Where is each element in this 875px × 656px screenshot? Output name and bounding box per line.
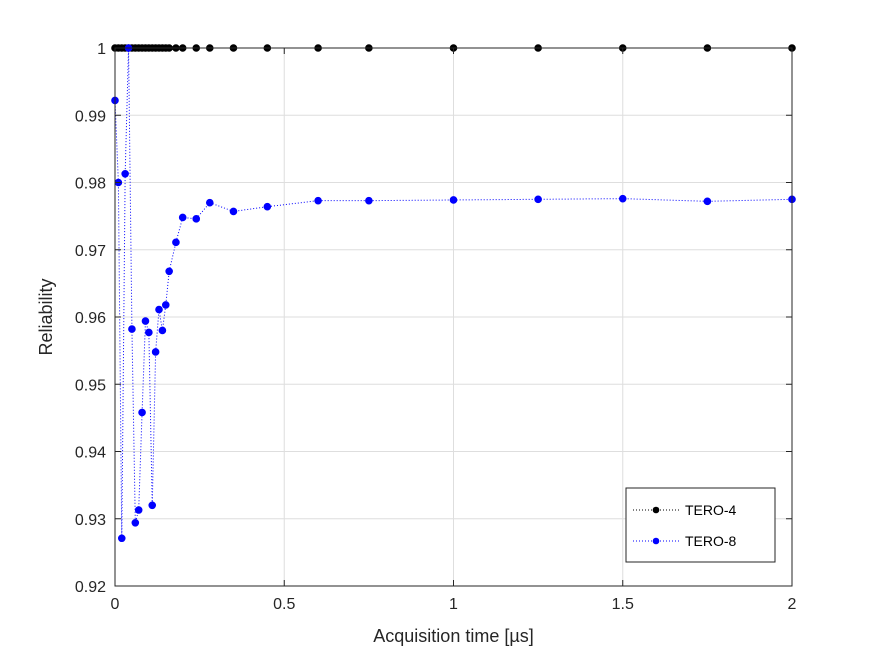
legend-label: TERO-4: [685, 502, 737, 518]
x-tick-label: 1.5: [612, 596, 634, 613]
x-tick-label: 2: [788, 596, 797, 613]
data-point: [618, 194, 627, 203]
y-tick-label: 0.98: [75, 176, 106, 193]
y-tick-label: 0.95: [75, 377, 106, 394]
data-point: [134, 506, 143, 514]
legend: TERO-4 TERO-8: [625, 487, 776, 563]
data-point: [148, 501, 157, 510]
y-tick-label: 0.97: [75, 243, 106, 260]
legend-marker: [652, 537, 660, 545]
data-point: [229, 207, 238, 216]
legend-box: [625, 487, 776, 563]
y-tick-label: 0.94: [75, 445, 106, 462]
x-tick-label: 0.5: [273, 596, 295, 613]
data-point: [141, 317, 150, 325]
data-point: [161, 301, 170, 309]
data-point: [138, 408, 146, 417]
data-point: [155, 305, 163, 314]
legend-label: TERO-8: [685, 533, 737, 549]
data-point: [449, 196, 458, 204]
data-point: [703, 197, 712, 206]
data-point: [128, 325, 136, 333]
data-point: [192, 215, 201, 223]
data-point: [314, 196, 322, 205]
data-point: [165, 267, 173, 276]
data-point: [205, 198, 214, 207]
legend-entry: TERO-8: [633, 533, 737, 549]
legend-entry: TERO-4: [633, 502, 737, 518]
y-tick-label: 0.93: [75, 512, 106, 529]
data-point: [534, 195, 542, 204]
x-tick-label: 0: [111, 596, 120, 613]
y-tick-label: 0.96: [75, 310, 106, 327]
y-axis-label: Reliability: [36, 278, 56, 355]
data-point: [158, 326, 167, 335]
data-point: [365, 196, 373, 205]
data-point: [178, 213, 187, 222]
y-tick-label: 0.99: [75, 108, 106, 125]
y-tick-label: 1: [97, 41, 106, 58]
ticks: 0 0.5 1 1.5 2 0.92 0.93 0.94 0.95 0.96 0.97 0.98 0.9…: [75, 41, 797, 613]
data-point: [121, 169, 129, 178]
y-tick-label: 0.92: [75, 579, 106, 596]
data-point: [151, 348, 160, 356]
data-point: [145, 328, 153, 337]
data-point: [131, 518, 140, 527]
x-axis-label: Acquisition time [µs]: [373, 626, 533, 646]
data-point: [172, 238, 180, 247]
legend-marker: [652, 506, 660, 514]
data-point: [117, 534, 126, 543]
data-point: [263, 202, 272, 211]
x-tick-label: 1: [449, 596, 458, 613]
